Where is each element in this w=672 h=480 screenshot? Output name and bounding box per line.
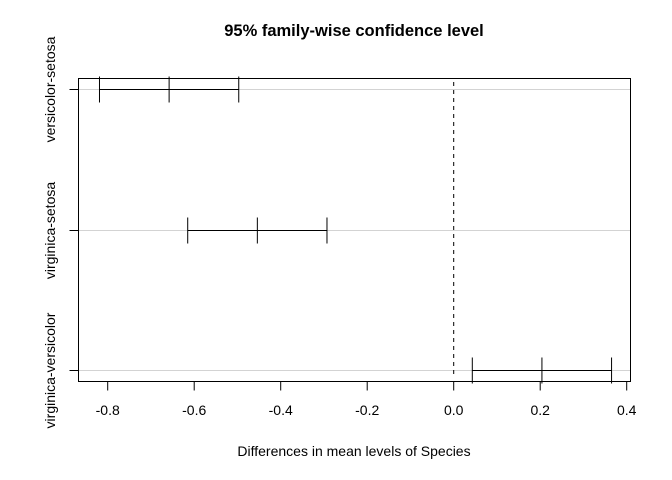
x-tick-label: 0.0 (444, 402, 464, 418)
y-tick-label: virginica-setosa (42, 182, 58, 279)
interval-versicolor-setosa (98, 76, 240, 103)
x-tick-label: -0.4 (269, 402, 293, 418)
y-axis: versicolor-setosa virginica-setosa virgini… (42, 36, 79, 428)
x-tick-label: 0.2 (530, 402, 550, 418)
x-tick-label: -0.2 (355, 402, 379, 418)
interval-virginica-setosa (187, 217, 328, 244)
x-tick-label: 0.4 (617, 402, 637, 418)
x-tick-label: -0.6 (182, 402, 206, 418)
chart-title: 95% family-wise confidence level (224, 22, 484, 40)
x-tick-label: -0.8 (96, 402, 120, 418)
interval-virginica-versicolor (471, 357, 613, 384)
grid-lines (78, 89, 631, 371)
confidence-intervals (98, 76, 613, 384)
x-axis-label: Differences in mean levels of Species (237, 443, 470, 459)
x-axis: -0.8 -0.6 -0.4 -0.2 0.0 0.2 0.4 (96, 381, 637, 418)
y-tick-label: versicolor-setosa (42, 36, 58, 142)
y-tick-label: virginica-versicolor (42, 312, 58, 428)
